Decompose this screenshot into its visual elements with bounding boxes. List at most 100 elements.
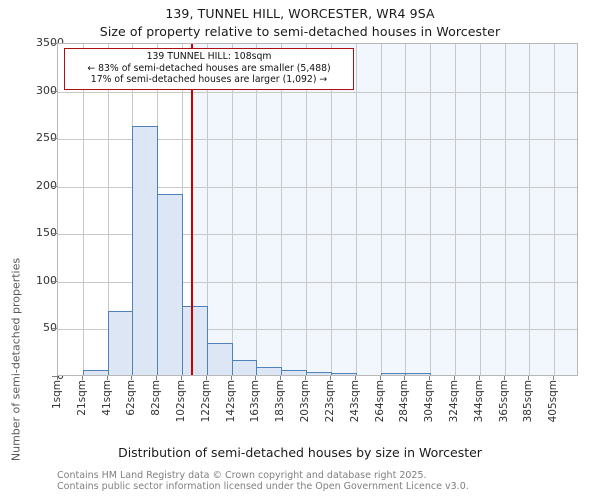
y-axis-tick-label: 3500 — [36, 36, 64, 49]
gridline-horizontal — [58, 329, 577, 331]
x-axis-tick-mark — [82, 376, 83, 380]
x-axis-tick-label: 41sqm — [101, 380, 113, 416]
histogram-bar — [207, 342, 233, 375]
annotation-line-2: ← 83% of semi-detached houses are smalle… — [87, 62, 331, 74]
gridline-vertical — [232, 44, 233, 375]
x-axis-tick-mark — [131, 376, 132, 380]
gridline-horizontal — [58, 91, 577, 93]
x-axis-label: Distribution of semi-detached houses by … — [118, 445, 482, 460]
y-axis-tick-mark — [52, 280, 57, 282]
histogram-bar — [83, 369, 109, 375]
y-axis-tick-label: 2500 — [36, 131, 64, 145]
x-axis-tick-label: 264sqm — [374, 380, 386, 423]
footer-attribution-line-1: Contains HM Land Registry data © Crown c… — [57, 470, 427, 481]
x-axis-tick-mark — [528, 376, 529, 380]
gridline-vertical — [331, 44, 332, 375]
x-axis-tick-label: 405sqm — [547, 380, 559, 423]
x-axis-tick-mark — [231, 376, 232, 380]
x-axis-tick-mark — [280, 376, 281, 380]
x-axis-tick-label: 344sqm — [473, 380, 485, 423]
histogram-bar — [281, 369, 307, 375]
x-axis-tick-label: 142sqm — [225, 380, 237, 423]
x-axis-tick-label: 62sqm — [125, 380, 137, 416]
x-axis-tick-mark — [107, 376, 108, 380]
x-axis-tick-mark — [305, 376, 306, 380]
gridline-vertical — [108, 44, 109, 375]
x-axis-tick-mark — [206, 376, 207, 380]
gridline-horizontal — [58, 234, 577, 236]
x-axis-tick-label: 183sqm — [274, 380, 286, 423]
y-axis-tick-label: 500 — [43, 321, 64, 335]
page-title: 139, TUNNEL HILL, WORCESTER, WR4 9SA — [165, 6, 435, 21]
y-axis-tick-mark — [52, 233, 57, 235]
x-axis-tick-label: 163sqm — [249, 380, 261, 423]
x-axis-tick-label: 243sqm — [349, 380, 361, 423]
histogram-bar — [381, 373, 406, 375]
gridline-vertical — [281, 44, 282, 375]
annotation-line-1: 139 TUNNEL HILL: 108sqm — [146, 51, 272, 62]
histogram-bar — [157, 194, 183, 375]
gridline-vertical — [356, 44, 357, 375]
larger-region-shading — [190, 44, 577, 375]
y-axis-tick-label: 3000 — [36, 83, 64, 97]
y-axis-tick-mark — [52, 43, 57, 44]
x-axis-tick-label: 324sqm — [448, 380, 460, 423]
gridline-horizontal — [58, 186, 577, 188]
y-axis-tick-mark — [52, 90, 57, 92]
y-axis-tick-label: 1500 — [36, 226, 64, 240]
gridline-vertical — [405, 44, 406, 375]
x-axis-tick-mark — [355, 376, 356, 380]
x-axis-tick-mark — [380, 376, 381, 380]
x-axis-tick-label: 365sqm — [498, 380, 510, 423]
histogram-bar — [331, 372, 357, 375]
x-axis-tick-label: 385sqm — [522, 380, 534, 423]
y-axis-tick-mark — [52, 185, 57, 187]
gridline-vertical — [381, 44, 382, 375]
x-axis-tick-mark — [255, 376, 256, 380]
gridline-horizontal — [58, 139, 577, 141]
histogram-bar — [132, 126, 158, 375]
x-axis-tick-label: 122sqm — [200, 380, 212, 423]
y-axis-tick-mark — [52, 376, 57, 377]
gridline-vertical — [505, 44, 506, 375]
gridline-vertical — [430, 44, 431, 375]
x-axis-tick-label: 203sqm — [299, 380, 311, 423]
page-subtitle: Size of property relative to semi-detach… — [99, 24, 501, 39]
annotation-line-3: 17% of semi-detached houses are larger (… — [90, 74, 328, 85]
x-axis-tick-label: 21sqm — [76, 380, 88, 416]
x-axis-tick-label: 82sqm — [150, 380, 162, 416]
gridline-vertical — [529, 44, 530, 375]
x-axis-tick-label: 102sqm — [175, 380, 187, 423]
x-axis-tick-mark — [553, 376, 554, 380]
plot-area — [57, 43, 578, 376]
gridline-vertical — [480, 44, 481, 375]
histogram-bar — [108, 310, 133, 375]
x-axis-tick-mark — [156, 376, 157, 380]
histogram-bar — [405, 373, 431, 375]
x-axis-tick-label: 1sqm — [51, 380, 63, 410]
y-axis-tick-mark — [52, 328, 57, 330]
y-axis-tick-label: 1000 — [36, 273, 64, 287]
gridline-vertical — [83, 44, 84, 375]
x-axis-tick-mark — [181, 376, 182, 380]
property-annotation-box: 139 TUNNEL HILL: 108sqm ← 83% of semi-de… — [64, 48, 354, 90]
footer-attribution-line-2: Contains public sector information licen… — [57, 481, 469, 492]
x-axis-tick-mark — [404, 376, 405, 380]
x-axis-tick-mark — [479, 376, 480, 380]
gridline-horizontal — [58, 281, 577, 283]
y-axis-tick-mark — [52, 138, 57, 140]
x-axis-tick-mark — [330, 376, 331, 380]
gridline-vertical — [207, 44, 208, 375]
x-axis-tick-mark — [57, 376, 58, 380]
property-size-marker-line — [190, 44, 193, 375]
x-axis-tick-mark — [429, 376, 430, 380]
histogram-bar — [306, 372, 332, 375]
histogram-bar — [232, 360, 257, 375]
x-axis-tick-mark — [504, 376, 505, 380]
histogram-bar — [182, 305, 208, 375]
x-axis-tick-mark — [454, 376, 455, 380]
gridline-vertical — [306, 44, 307, 375]
gridline-vertical — [256, 44, 257, 375]
y-axis-tick-label: 2000 — [36, 178, 64, 192]
